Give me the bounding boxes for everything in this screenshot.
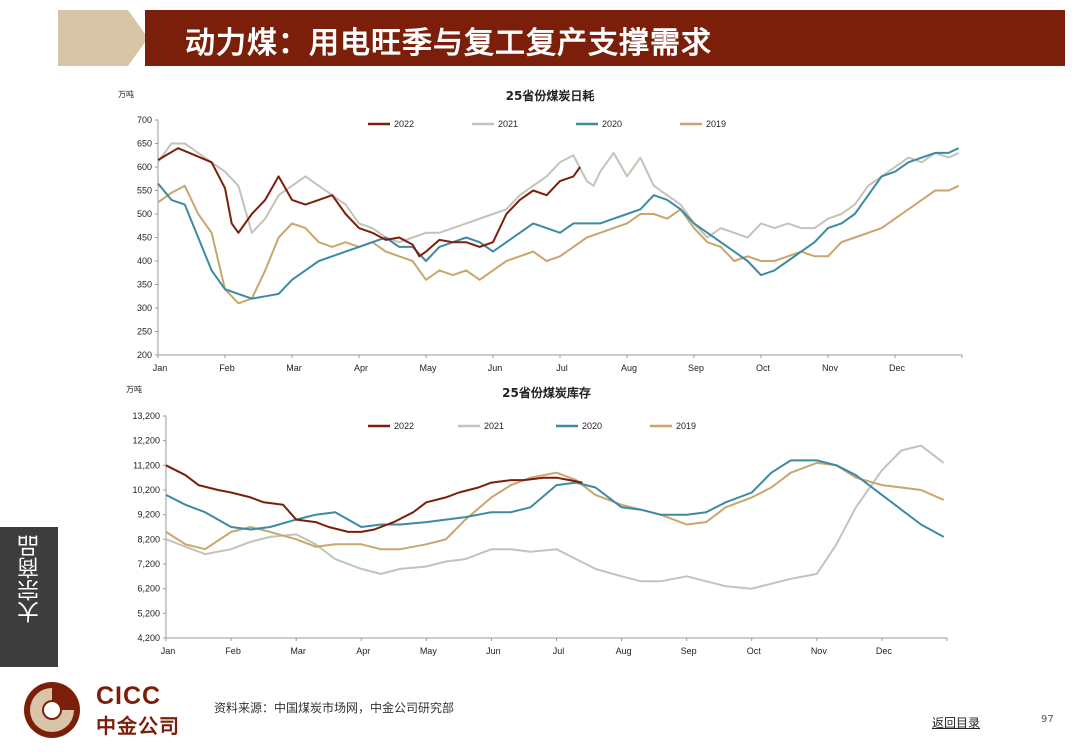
legend-label-2020: 2020 bbox=[582, 421, 602, 431]
y-tick-label: 4,200 bbox=[137, 633, 160, 643]
legend-label-2022: 2022 bbox=[394, 421, 414, 431]
legend-label-2019: 2019 bbox=[676, 421, 696, 431]
x-tick-label: May bbox=[420, 646, 438, 656]
y-tick-label: 450 bbox=[137, 233, 152, 243]
y-tick-label: 9,200 bbox=[137, 510, 160, 520]
y-axis-unit: 万吨 bbox=[118, 89, 134, 99]
x-tick-label: Nov bbox=[822, 363, 839, 373]
title-bar bbox=[145, 10, 1065, 66]
x-tick-label: Mar bbox=[286, 363, 302, 373]
x-tick-label: Aug bbox=[616, 646, 632, 656]
page-title: 动力煤：用电旺季与复工复产支撑需求 bbox=[185, 26, 712, 61]
x-tick-label: Sep bbox=[681, 646, 697, 656]
x-tick-label: Feb bbox=[219, 363, 235, 373]
series-line-2021 bbox=[165, 444, 945, 590]
x-tick-label: Jan bbox=[161, 646, 176, 656]
legend-label-2019: 2019 bbox=[706, 119, 726, 129]
y-tick-label: 7,200 bbox=[137, 559, 160, 569]
y-tick-label: 700 bbox=[137, 115, 152, 125]
x-tick-label: Apr bbox=[356, 646, 370, 656]
x-tick-label: Oct bbox=[756, 363, 771, 373]
x-tick-label: Jun bbox=[486, 646, 501, 656]
y-tick-label: 300 bbox=[137, 303, 152, 313]
logo-text-en: CICC bbox=[96, 682, 162, 710]
y-tick-label: 400 bbox=[137, 256, 152, 266]
y-tick-label: 8,200 bbox=[137, 534, 160, 544]
page-number: 97 bbox=[1041, 714, 1054, 725]
logo-text-cn: 中金公司 bbox=[96, 714, 180, 738]
charts-canvas: 25省份煤炭日耗万吨200250300350400450500550600650… bbox=[118, 88, 963, 656]
x-tick-label: Oct bbox=[747, 646, 762, 656]
x-tick-label: Nov bbox=[811, 646, 828, 656]
source-note: 资料来源：中国煤炭市场网，中金公司研究部 bbox=[214, 701, 455, 715]
series-line-2020 bbox=[165, 459, 945, 538]
series-line-2021 bbox=[157, 142, 960, 244]
legend-label-2022: 2022 bbox=[394, 119, 414, 129]
y-tick-label: 500 bbox=[137, 209, 152, 219]
y-tick-label: 550 bbox=[137, 186, 152, 196]
y-tick-label: 350 bbox=[137, 280, 152, 290]
y-tick-label: 650 bbox=[137, 139, 152, 149]
x-tick-label: Aug bbox=[621, 363, 637, 373]
side-tab bbox=[0, 527, 58, 667]
x-tick-label: Mar bbox=[290, 646, 306, 656]
y-tick-label: 10,200 bbox=[132, 485, 160, 495]
chart-title: 25省份煤炭库存 bbox=[502, 385, 591, 400]
y-tick-label: 6,200 bbox=[137, 584, 160, 594]
y-tick-label: 250 bbox=[137, 327, 152, 337]
back-to-contents-link[interactable]: 返回目录 bbox=[932, 716, 981, 730]
x-tick-label: Dec bbox=[889, 363, 906, 373]
legend-label-2021: 2021 bbox=[498, 119, 518, 129]
y-tick-label: 5,200 bbox=[137, 608, 160, 618]
x-tick-label: Jan bbox=[153, 363, 168, 373]
x-tick-label: Dec bbox=[876, 646, 893, 656]
x-tick-label: Jun bbox=[488, 363, 503, 373]
x-tick-label: Sep bbox=[688, 363, 704, 373]
x-tick-label: Apr bbox=[354, 363, 368, 373]
series-line-2022 bbox=[157, 147, 581, 258]
x-tick-label: May bbox=[419, 363, 437, 373]
series-line-2020 bbox=[157, 147, 960, 300]
series-line-2022 bbox=[165, 464, 583, 533]
x-tick-label: Jul bbox=[553, 646, 565, 656]
legend-label-2020: 2020 bbox=[602, 119, 622, 129]
y-tick-label: 11,200 bbox=[133, 460, 160, 470]
y-tick-label: 600 bbox=[137, 162, 152, 172]
series-line-2019 bbox=[165, 461, 945, 551]
chart-title: 25省份煤炭日耗 bbox=[506, 88, 595, 103]
cicc-logo-icon bbox=[24, 682, 80, 738]
x-tick-label: Jul bbox=[556, 363, 568, 373]
legend-label-2021: 2021 bbox=[484, 421, 504, 431]
y-tick-label: 13,200 bbox=[132, 411, 160, 421]
y-axis-unit: 万吨 bbox=[126, 384, 142, 394]
x-tick-label: Feb bbox=[225, 646, 241, 656]
y-tick-label: 200 bbox=[137, 350, 152, 360]
y-tick-label: 12,200 bbox=[132, 436, 160, 446]
series-line-2019 bbox=[157, 184, 960, 305]
